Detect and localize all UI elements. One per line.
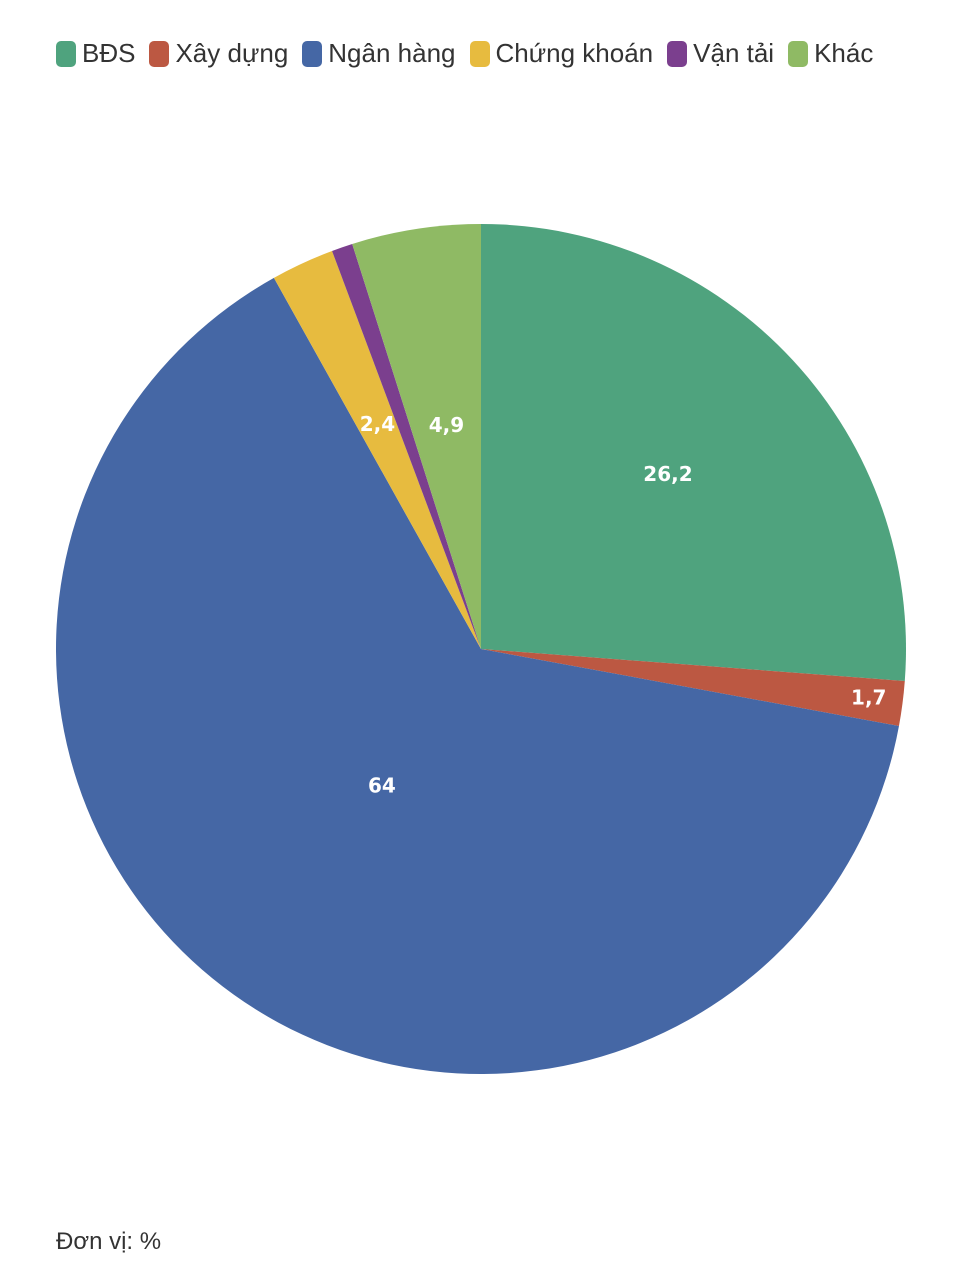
legend-swatch bbox=[149, 40, 170, 67]
pie-slice bbox=[273, 250, 481, 649]
legend-label: Khác bbox=[814, 38, 874, 68]
legend-item: Khác bbox=[788, 38, 873, 69]
pie-slice bbox=[55, 277, 899, 1074]
legend-item: Ngân hàng bbox=[302, 38, 456, 69]
legend-label: Xây dựng bbox=[175, 38, 289, 68]
chart-legend: BĐS Xây dựng Ngân hàng Chứng khoán Vận tải Kh… bbox=[56, 38, 873, 69]
legend-swatch bbox=[469, 40, 490, 67]
legend-item: BĐS bbox=[56, 38, 135, 69]
legend-label: BĐS bbox=[82, 38, 136, 68]
legend-swatch bbox=[56, 40, 76, 67]
legend-swatch bbox=[302, 40, 323, 67]
legend-label: Ngân hàng bbox=[328, 38, 456, 68]
slice-value-label: 1,7 bbox=[851, 686, 886, 710]
pie-slice bbox=[332, 243, 481, 650]
legend-item: Xây dựng bbox=[149, 38, 288, 69]
pie-slice bbox=[481, 649, 905, 727]
slice-value-label: 64 bbox=[368, 774, 396, 798]
legend-swatch bbox=[667, 40, 688, 67]
legend-label: Vận tải bbox=[693, 38, 775, 68]
legend-item: Vận tải bbox=[667, 38, 774, 69]
legend-label: Chứng khoán bbox=[495, 38, 654, 68]
unit-note: Đơn vị: % bbox=[56, 1228, 162, 1255]
pie-slice bbox=[352, 224, 481, 649]
legend-swatch bbox=[788, 40, 809, 67]
pie-slice bbox=[481, 224, 906, 682]
slice-value-label: 26,2 bbox=[643, 462, 692, 486]
slice-value-label: 2,4 bbox=[360, 412, 395, 436]
slice-value-label: 4,9 bbox=[429, 413, 464, 437]
legend-item: Chứng khoán bbox=[469, 38, 654, 69]
